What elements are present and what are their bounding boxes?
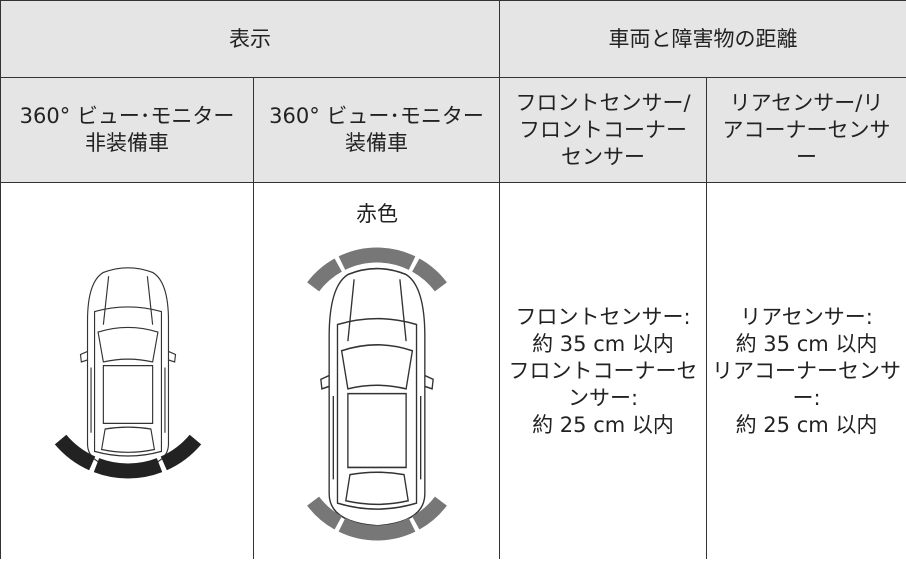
cell: リアセンサー: 約 35 cm 以内 リアコーナーセンサー: 約 25 cm 以…	[706, 182, 906, 559]
windshield	[97, 326, 159, 363]
text-line: 約 25 cm 以内	[532, 412, 674, 437]
roof	[347, 392, 407, 469]
color-label: 赤色	[356, 202, 398, 226]
sensor-segment	[307, 258, 343, 292]
car	[79, 267, 177, 470]
cell: 赤色	[253, 182, 500, 559]
text-line: 約 35 cm 以内	[532, 331, 674, 356]
car-body	[93, 306, 163, 457]
text-line: 約 35 cm 以内	[735, 331, 878, 356]
roof	[102, 365, 154, 425]
sensor-segment	[411, 496, 447, 530]
sensor-segment	[54, 434, 96, 471]
car-illustration	[307, 247, 447, 541]
rear-window	[100, 426, 156, 453]
sensor-segment	[411, 258, 447, 292]
car-body	[328, 267, 426, 527]
sensor-segment	[93, 458, 163, 479]
car-body	[86, 267, 170, 470]
column-header: フロントセンサー/フロントコーナーセンサー	[499, 77, 707, 183]
header-cell: 表示	[0, 0, 500, 78]
text-line: フロントコーナーセンサー:	[508, 358, 698, 410]
column-header: リアセンサー/リアコーナーセンサー	[706, 77, 906, 183]
car-body	[336, 317, 418, 510]
rear-window	[345, 471, 409, 506]
sensor-segment	[307, 496, 343, 530]
hood-line	[90, 276, 166, 433]
text-line: フロントセンサー:	[515, 304, 691, 329]
hood-line	[332, 279, 422, 480]
sensor-segment	[160, 434, 202, 471]
column-header: 360° ビュー･モニター装備車	[253, 77, 500, 183]
column-header: 360° ビュー･モニター非装備車	[0, 77, 254, 183]
sensor-segment	[338, 247, 416, 270]
text-line: リアコーナーセンサー:	[712, 358, 901, 410]
text-line: 約 25 cm 以内	[735, 412, 878, 437]
car-illustration	[54, 267, 202, 479]
header-cell: 車両と障害物の距離	[499, 0, 906, 78]
text-line: リアセンサー:	[740, 304, 873, 329]
cell	[0, 182, 254, 559]
sensor-segment	[338, 518, 416, 541]
car	[320, 267, 434, 527]
cell: フロントセンサー: 約 35 cm 以内 フロントコーナーセンサー: 約 25 …	[499, 182, 707, 559]
windshield	[340, 344, 414, 390]
